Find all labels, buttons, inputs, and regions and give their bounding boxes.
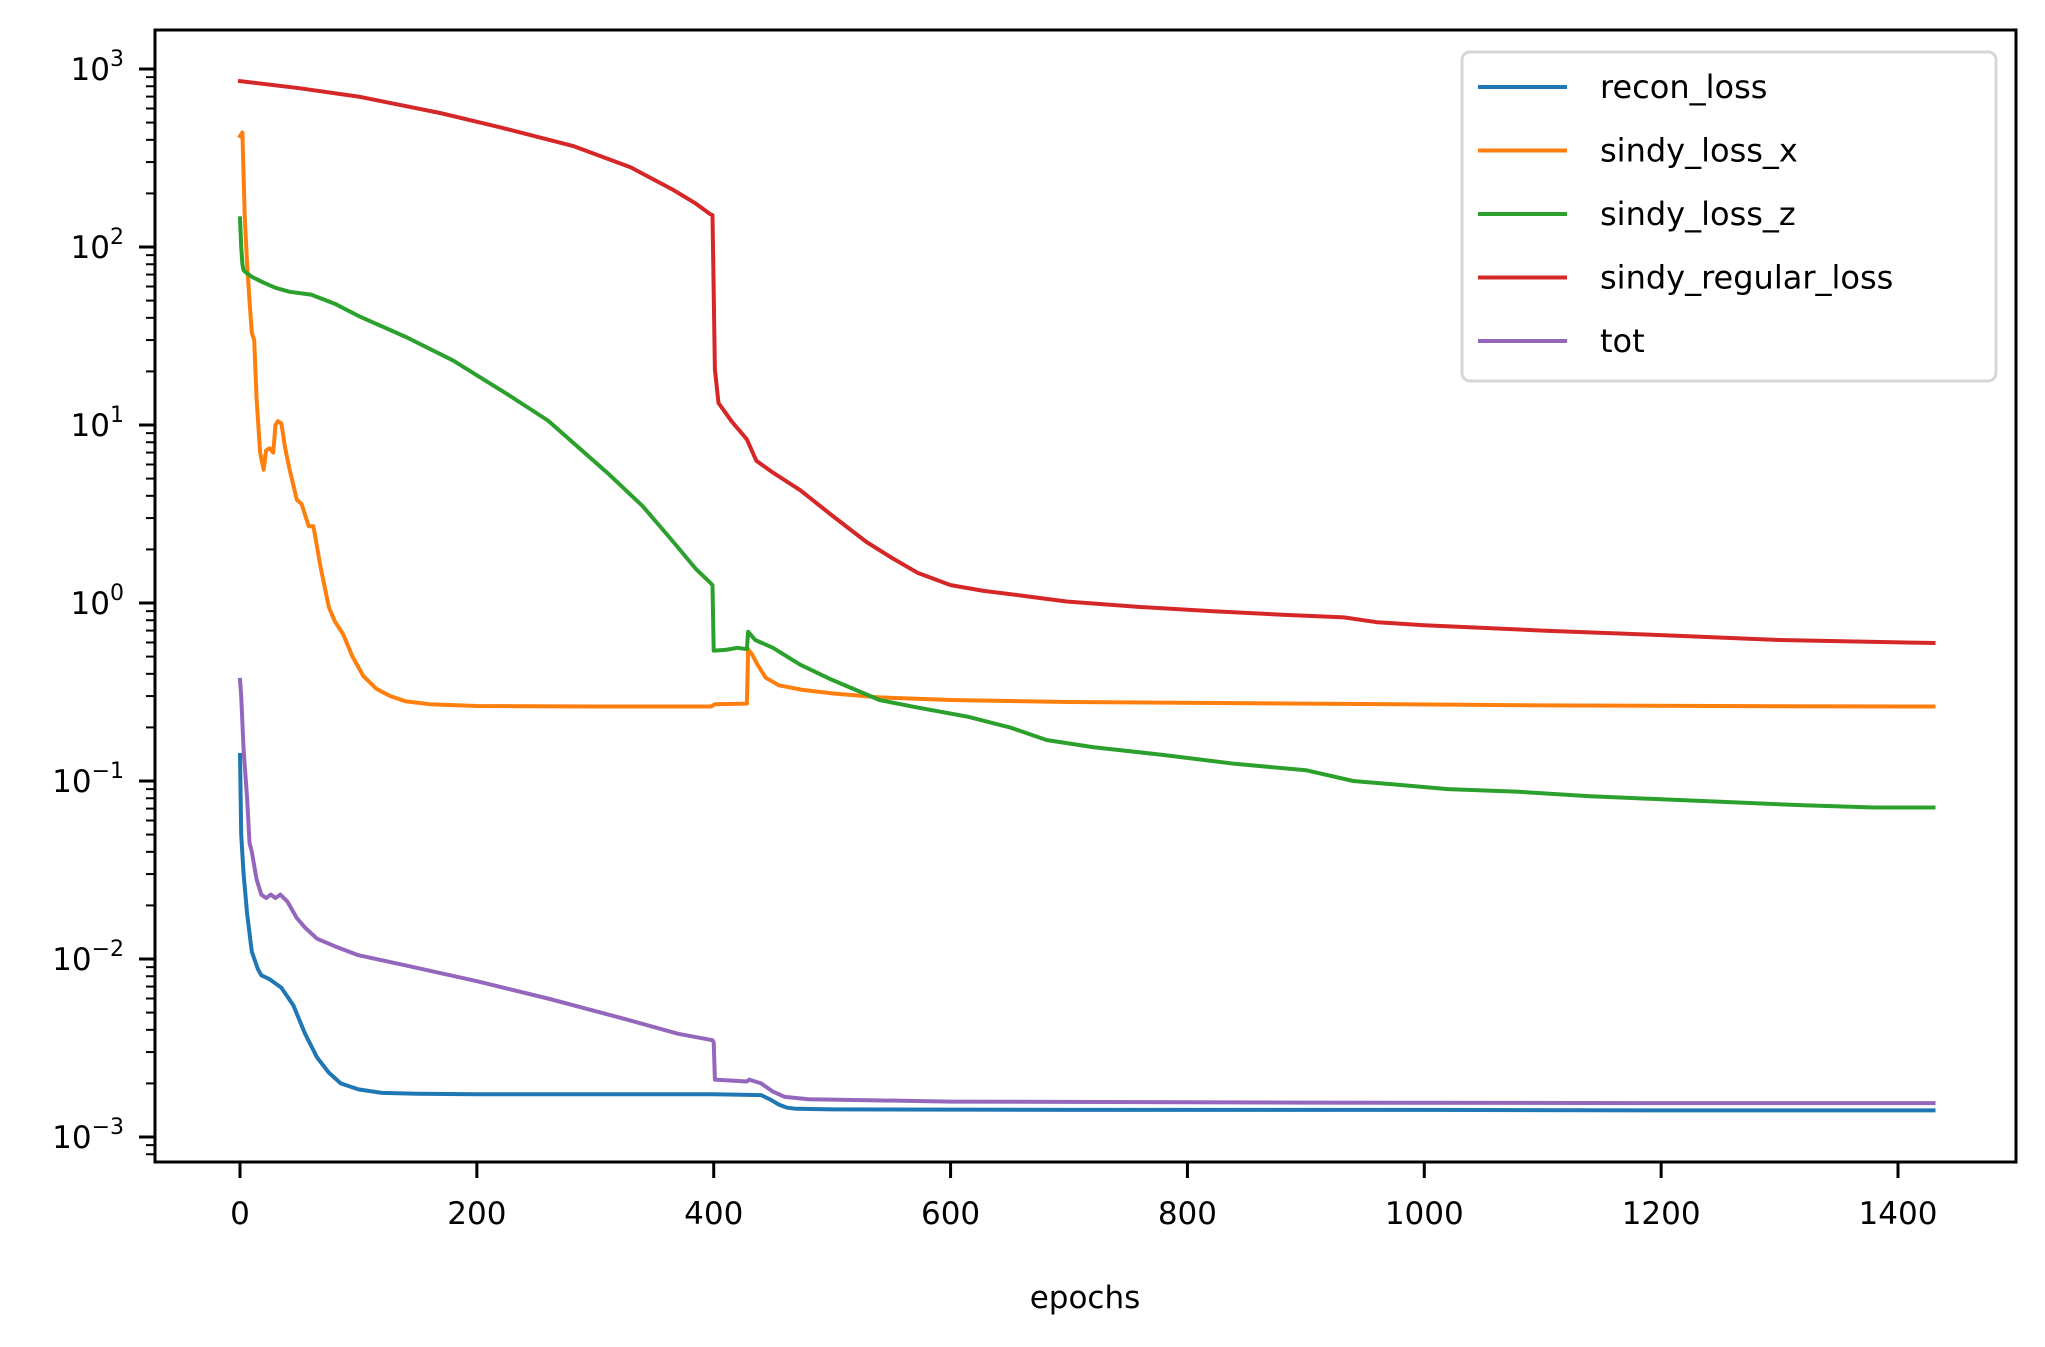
x-tick-label: 400 [684, 1196, 743, 1232]
legend-box [1460, 50, 1998, 383]
y-tick-label: 10−1 [52, 759, 124, 800]
y-tick-label: 103 [71, 47, 124, 88]
y-tick-label: 10−2 [52, 937, 124, 978]
legend-label: tot [1600, 322, 1645, 360]
series-line-sindy-loss-x [237, 130, 1936, 709]
legend-label: sindy_loss_z [1600, 195, 1796, 233]
y-tick-label: 101 [71, 403, 124, 444]
x-tick-label: 1000 [1385, 1196, 1464, 1232]
y-tick-label: 100 [71, 581, 124, 622]
x-tick-label: 1200 [1622, 1196, 1701, 1232]
y-axis: 10−3 10−2 10−1 100 101 102 103 [52, 47, 155, 1156]
legend-item-sindy-loss-z: sindy_loss_z [1478, 195, 1796, 233]
x-tick-label: 200 [447, 1196, 506, 1232]
series-layer [237, 78, 1936, 1113]
series-line-tot [237, 677, 1936, 1106]
legend-label: sindy_regular_loss [1600, 259, 1893, 297]
legend-item-recon-loss: recon_loss [1478, 68, 1767, 106]
x-tick-label: 1400 [1859, 1196, 1938, 1232]
axes-frame [153, 28, 2018, 1164]
x-axis-label: epochs [1030, 1280, 1141, 1316]
x-axis: 0 200 400 600 800 1000 1200 1400 [230, 1162, 1937, 1232]
legend-item-sindy-regular-loss: sindy_regular_loss [1478, 259, 1893, 297]
series-line-recon-loss [237, 752, 1936, 1113]
legend-label: recon_loss [1600, 68, 1767, 106]
x-tick-label: 0 [230, 1196, 250, 1232]
legend-item-sindy-loss-x: sindy_loss_x [1478, 132, 1798, 170]
plot-area [237, 78, 1936, 1113]
series-line-sindy-loss-z [237, 216, 1936, 810]
y-tick-label: 10−3 [52, 1115, 124, 1156]
legend-label: sindy_loss_x [1600, 132, 1798, 170]
legend-item-tot: tot [1478, 322, 1645, 360]
x-tick-label: 800 [1158, 1196, 1217, 1232]
y-tick-label: 102 [71, 225, 124, 266]
series-line-sindy-regular-loss [237, 78, 1936, 646]
x-tick-label: 600 [921, 1196, 980, 1232]
legend: recon_loss sindy_loss_x sindy_loss_z sindy_… [1460, 50, 1998, 383]
